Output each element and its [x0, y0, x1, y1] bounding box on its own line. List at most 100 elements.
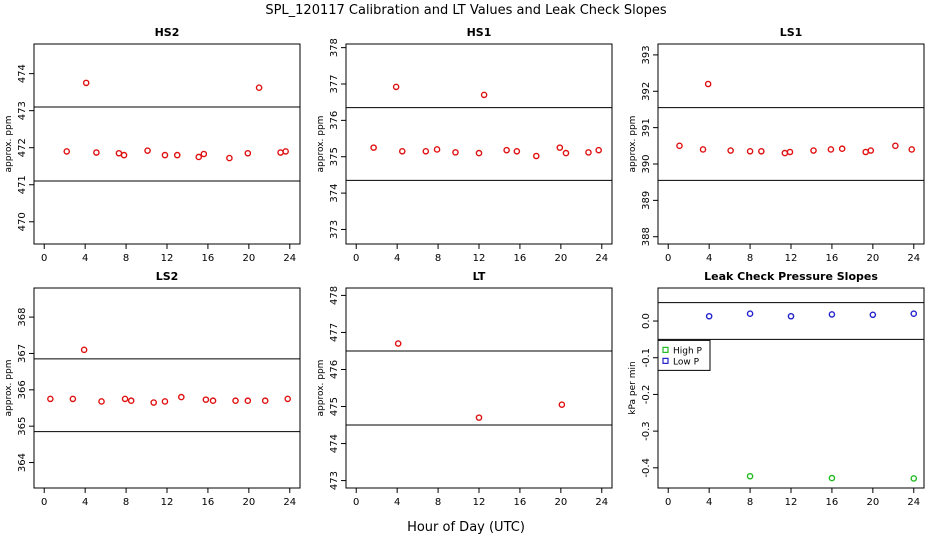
x-tick-label: 20 [242, 497, 255, 508]
data-point [558, 401, 566, 408]
x-tick-label: 24 [595, 253, 608, 264]
data-point [398, 147, 406, 155]
x-tick-label: 8 [123, 497, 129, 508]
data-point [47, 395, 54, 403]
legend-swatch [662, 346, 669, 353]
data-point [93, 149, 100, 156]
data-point [676, 142, 683, 150]
x-tick-label: 12 [161, 497, 174, 508]
plot-frame [657, 43, 925, 245]
plot-frame [33, 43, 301, 245]
data-point [82, 79, 90, 87]
y-tick-label: 471 [17, 175, 28, 194]
data-point [910, 475, 918, 482]
y-axis-label: approx. ppm [628, 116, 638, 173]
data-point [394, 340, 402, 347]
plot-frame [345, 43, 613, 245]
data-point [433, 146, 441, 153]
y-tick-label: 375 [329, 147, 340, 166]
x-tick-label: 20 [866, 253, 879, 264]
data-point [370, 144, 377, 151]
x-tick-label: 24 [595, 497, 608, 508]
x-tick-label: 8 [747, 497, 753, 508]
data-point [746, 310, 754, 317]
x-tick-label: 4 [82, 497, 88, 508]
legend-label: Low P [673, 357, 700, 367]
data-point [127, 397, 135, 405]
legend-swatch [662, 357, 669, 364]
data-point [699, 146, 707, 153]
data-point [178, 393, 185, 401]
data-point [209, 397, 217, 405]
panel-title: LS2 [156, 270, 179, 283]
data-point [828, 474, 836, 482]
y-tick-label: 377 [329, 74, 340, 93]
data-point [867, 147, 875, 154]
x-tick-label: 16 [826, 497, 839, 508]
data-point [284, 395, 292, 403]
data-point [161, 151, 169, 159]
panel-title: Leak Check Pressure Slopes [704, 270, 878, 283]
y-tick-label: 474 [17, 64, 28, 83]
x-tick-label: 16 [202, 497, 215, 508]
plot-frame [33, 287, 301, 489]
data-point [787, 312, 795, 320]
data-point [144, 147, 151, 154]
y-tick-label: -0.4 [641, 458, 652, 478]
panel-hs2: HS2 0 4 8 12 16 20 24 470 471 472 473 474 approx. ppm [4, 26, 301, 264]
data-point [827, 146, 835, 153]
panel-title: LT [473, 270, 486, 283]
data-point [513, 147, 521, 155]
data-point [838, 145, 846, 153]
x-tick-label: 16 [514, 497, 527, 508]
data-point [261, 397, 269, 405]
data-point [781, 149, 789, 157]
data-point [244, 149, 252, 157]
panel-ls1: LS1 0 4 8 12 16 20 24 388 389 390 391 392 393 approx. … [628, 26, 925, 264]
x-tick-label: 12 [785, 253, 798, 264]
y-tick-label: 0.0 [641, 313, 652, 329]
data-point [705, 312, 713, 320]
data-point [727, 147, 734, 154]
panel-title: LS1 [780, 26, 803, 39]
x-tick-label: 16 [514, 253, 527, 264]
y-tick-label: -0.3 [641, 421, 652, 441]
x-tick-label: 24 [283, 497, 296, 508]
data-point [282, 148, 289, 155]
data-point [232, 397, 239, 405]
y-tick-label: -0.1 [641, 348, 652, 368]
data-point [63, 148, 71, 155]
data-point [532, 152, 540, 160]
data-point [746, 472, 754, 480]
panel-ls2: LS2 0 4 8 12 16 20 24 364 365 366 367 368 approx. ppm [4, 270, 301, 508]
x-tick-label: 24 [907, 253, 920, 264]
y-tick-label: 473 [329, 471, 340, 490]
y-tick-label: 472 [17, 138, 28, 157]
y-tick-label: 376 [329, 111, 340, 130]
y-axis-label: approx. ppm [316, 116, 326, 173]
panel-lt: LT 0 4 8 12 16 20 24 473 474 475 476 477 478 approx. p… [316, 270, 613, 508]
y-tick-label: 470 [17, 212, 28, 231]
data-point [195, 153, 203, 161]
data-point [480, 91, 488, 99]
x-tick-label: 4 [706, 497, 712, 508]
data-point [869, 311, 877, 319]
data-point [277, 149, 284, 156]
x-tick-label: 20 [554, 253, 567, 264]
data-point [226, 154, 233, 162]
y-axis-label: approx. ppm [4, 116, 14, 173]
x-tick-label: 8 [123, 253, 129, 264]
y-tick-label: 378 [329, 38, 340, 57]
data-point [98, 398, 105, 405]
data-point [908, 146, 916, 153]
data-point [595, 146, 603, 154]
panel-title: HS1 [467, 26, 492, 39]
data-point [150, 399, 157, 406]
data-point [200, 150, 208, 158]
y-tick-label: 389 [641, 191, 652, 210]
plot-frame [345, 287, 613, 489]
x-tick-label: 24 [907, 497, 920, 508]
y-tick-label: 391 [641, 118, 652, 137]
y-axis-label: kPa per min [628, 361, 638, 414]
